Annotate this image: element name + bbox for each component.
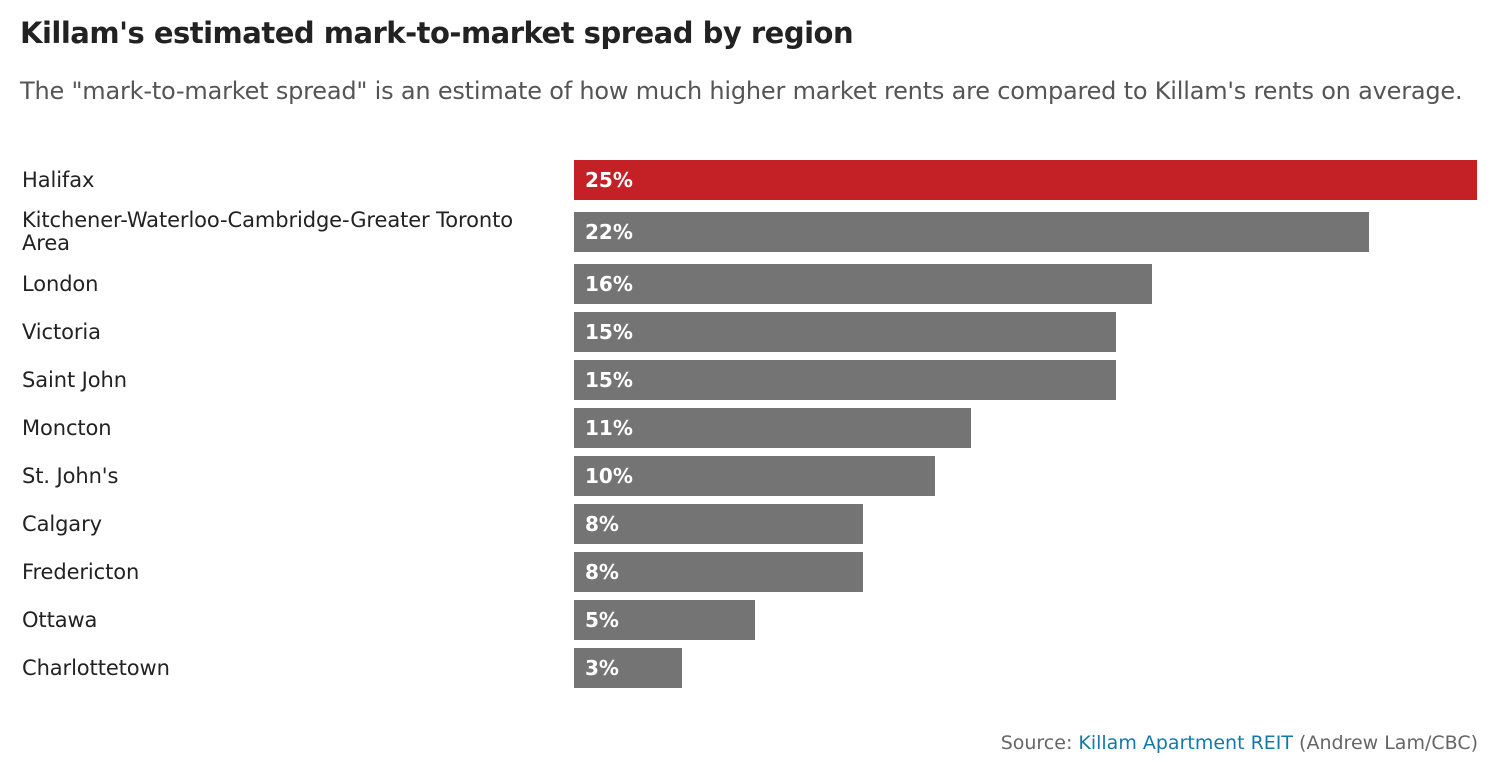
bar: 22% (574, 212, 1369, 252)
value-label: 10% (585, 464, 633, 488)
category-label: Ottawa (22, 607, 98, 632)
category-label: Calgary (22, 511, 102, 536)
value-label: 16% (585, 272, 633, 296)
bar: 10% (574, 456, 935, 496)
value-label: 22% (585, 220, 633, 244)
category-label: Halifax (22, 167, 95, 192)
category-label: Kitchener-Waterloo-Cambridge-Greater Tor… (22, 208, 513, 255)
bar: 11% (574, 408, 971, 448)
category-label: London (22, 271, 99, 296)
value-label: 15% (585, 368, 633, 392)
source-link[interactable]: Killam Apartment REIT (1078, 732, 1293, 754)
bar: 25% (574, 160, 1477, 200)
source-prefix: Source: (1000, 732, 1079, 754)
value-label: 8% (585, 560, 619, 584)
source-note: Source: Killam Apartment REIT (Andrew La… (1001, 730, 1478, 756)
bar: 15% (574, 360, 1116, 400)
category-label: Charlottetown (22, 655, 170, 680)
bar: 8% (574, 504, 863, 544)
value-label: 11% (585, 416, 633, 440)
bar: 16% (574, 264, 1152, 304)
category-label: Victoria (22, 319, 101, 344)
category-label: Saint John (22, 367, 127, 392)
bar: 15% (574, 312, 1116, 352)
chart-title: Killam's estimated mark-to-market spread… (20, 16, 854, 50)
value-label: 5% (585, 608, 619, 632)
source-suffix: (Andrew Lam/CBC) (1293, 732, 1478, 754)
value-label: 3% (585, 656, 619, 680)
category-label: St. John's (22, 463, 119, 488)
bar: 5% (574, 600, 755, 640)
value-label: 8% (585, 512, 619, 536)
category-label: Fredericton (22, 559, 140, 584)
bar: 8% (574, 552, 863, 592)
value-label: 25% (585, 168, 633, 192)
chart-subtitle: The "mark-to-market spread" is an estima… (20, 77, 1463, 105)
value-label: 15% (585, 320, 633, 344)
bar: 3% (574, 648, 682, 688)
category-label: Moncton (22, 415, 112, 440)
